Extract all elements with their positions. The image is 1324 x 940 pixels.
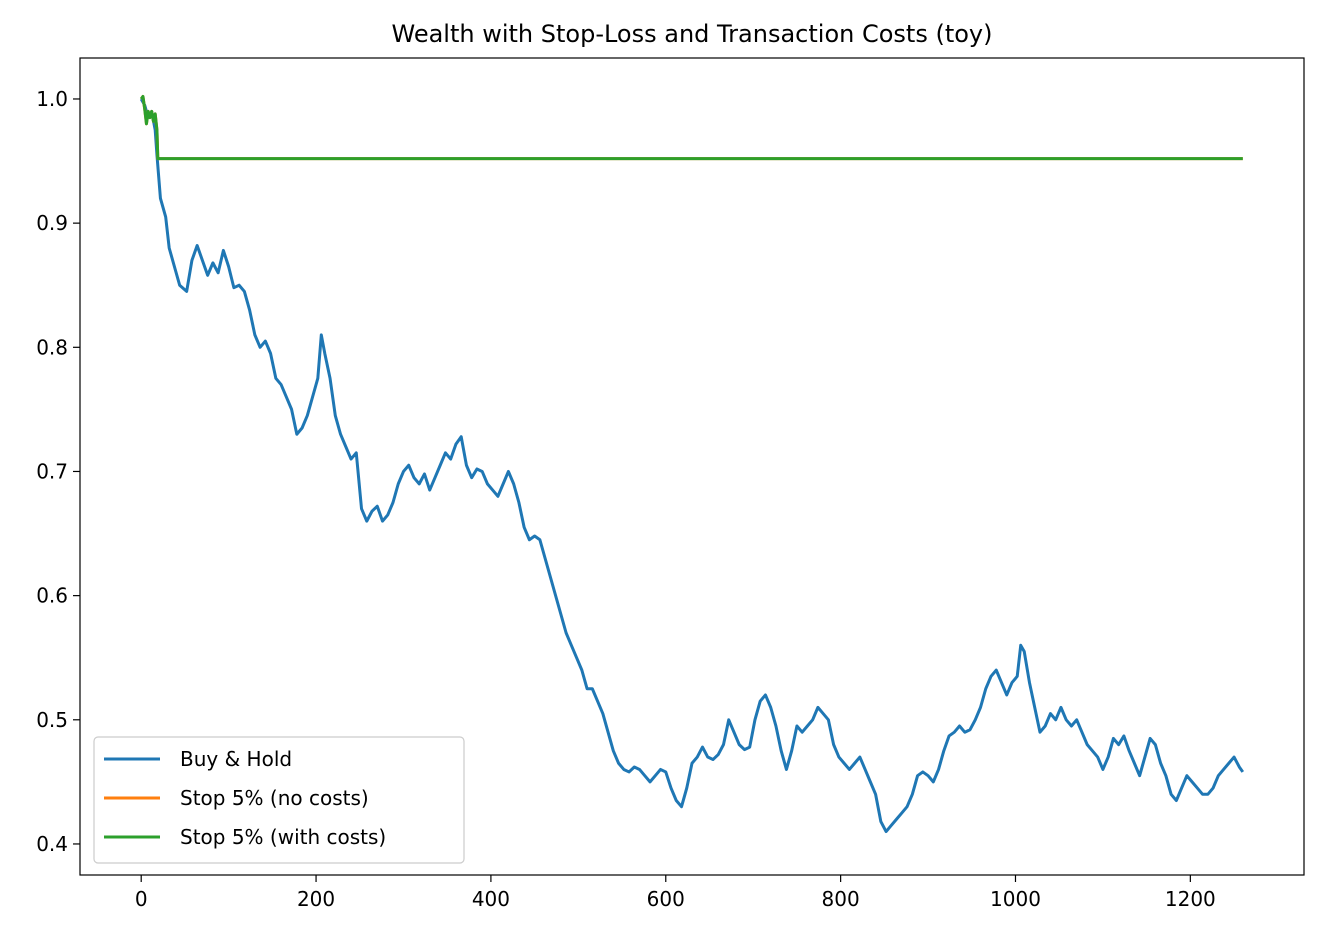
legend-label-3: Stop 5% (with costs): [180, 825, 386, 849]
x-tick-label: 1200: [1165, 887, 1216, 911]
y-tick-label: 0.7: [36, 459, 68, 483]
y-tick-label: 0.4: [36, 832, 68, 856]
legend-label-2: Stop 5% (no costs): [180, 786, 369, 810]
x-tick-label: 400: [472, 887, 510, 911]
series-line-3: [139, 94, 1243, 161]
y-tick-label: 1.0: [36, 87, 68, 111]
plot-frame: [79, 57, 1305, 876]
x-tick-label: 0: [135, 887, 148, 911]
chart-title: Wealth with Stop-Loss and Transaction Co…: [392, 20, 993, 48]
y-tick-label: 0.6: [36, 584, 68, 608]
legend: Buy & Hold Stop 5% (no costs) Stop 5% (wit…: [93, 736, 465, 864]
y-tick-label: 0.5: [36, 708, 68, 732]
x-tick-label: 800: [822, 887, 860, 911]
x-axis: 0 200 400 600 800 1000 1200: [135, 875, 1216, 911]
x-tick-label: 600: [647, 887, 685, 911]
legend-box: [93, 736, 465, 864]
y-tick-label: 0.9: [36, 211, 68, 235]
series-line-2: [139, 94, 1243, 161]
series-line-1: [139, 98, 1245, 834]
y-tick-label: 0.8: [36, 335, 68, 359]
x-tick-label: 1000: [990, 887, 1041, 911]
legend-label-1: Buy & Hold: [180, 747, 292, 771]
y-axis: 0.4 0.5 0.6 0.7 0.8 0.9 1.0: [36, 87, 80, 856]
series-layer: [139, 94, 1245, 834]
x-tick-label: 200: [297, 887, 335, 911]
